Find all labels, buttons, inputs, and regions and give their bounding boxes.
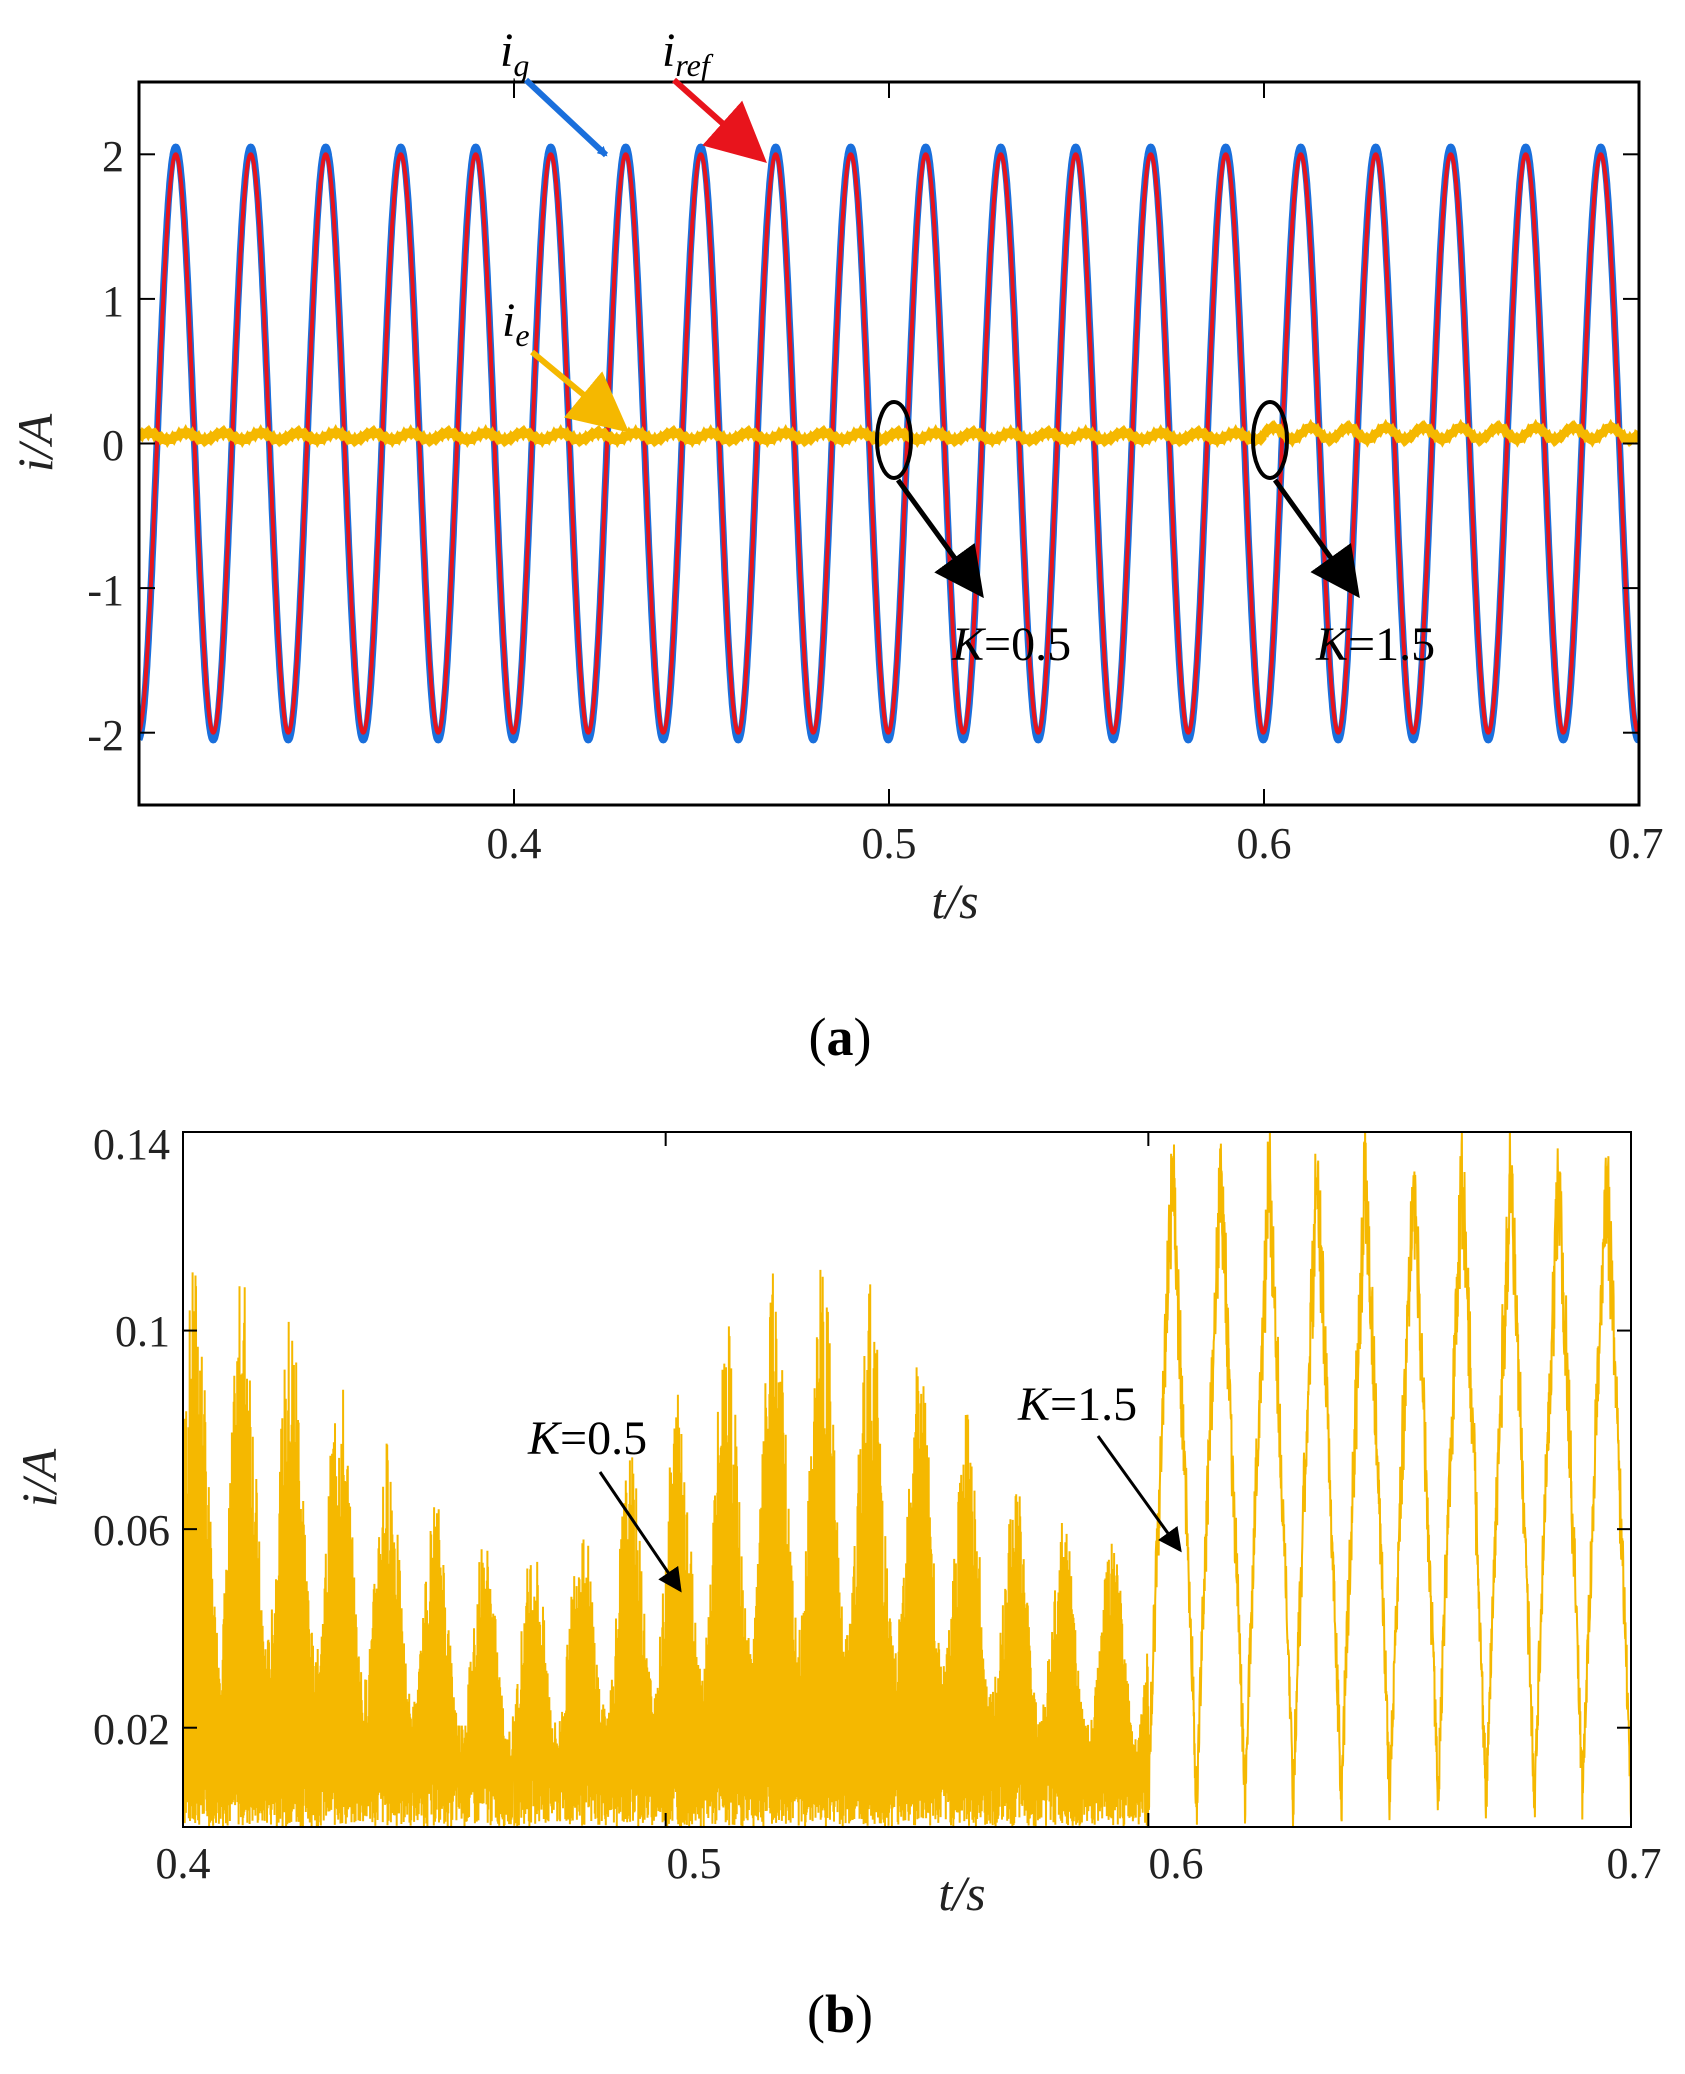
a-legend-ig-label: ig <box>500 24 529 83</box>
a-legend-ie-label: ie <box>502 294 530 353</box>
a-k05-arrow <box>895 478 984 599</box>
a-arrow-ie <box>530 349 630 433</box>
a-ytick-label: -1 <box>87 566 124 615</box>
panel-b: 0.14 0.1 0.06 0.02 0.4 0.5 0.6 0.7 t/s i… <box>11 1120 1662 2044</box>
panel-a-tick-marks <box>139 82 1640 805</box>
b-k15-arrow <box>1096 1435 1182 1553</box>
b-k05-label: K=0.5 <box>527 1412 647 1465</box>
panel-a: 2 1 0 -1 -2 0.4 0.5 0.6 0.7 t/s i/A ig i… <box>7 24 1664 1067</box>
b-k05-arrow <box>598 1471 682 1593</box>
a-x-axis-label: t/s <box>931 873 978 929</box>
a-legend-iref-label: iref <box>662 24 714 83</box>
a-arrow-iref <box>672 77 767 163</box>
b-ytick-label: 0.1 <box>115 1307 170 1356</box>
a-k15-arrow <box>1272 478 1360 599</box>
a-ytick-label: 1 <box>102 277 124 326</box>
b-xtick-label: 0.7 <box>1607 1839 1662 1888</box>
b-ytick-label: 0.02 <box>93 1705 170 1754</box>
a-ytick-label: -2 <box>87 711 124 760</box>
a-xtick-label: 0.5 <box>862 819 917 868</box>
panel-b-tick-marks <box>182 1131 1632 1827</box>
panel-a-label: (a) <box>809 1007 872 1067</box>
b-x-axis-label: t/s <box>938 1865 985 1921</box>
a-xtick-label: 0.4 <box>487 819 542 868</box>
b-ytick-label: 0.06 <box>93 1506 170 1555</box>
series-i-ref-line <box>139 152 1639 735</box>
a-k15-ellipse <box>1251 400 1289 480</box>
series-i-e-line <box>139 418 1639 449</box>
b-y-axis-label: i/A <box>11 1448 67 1507</box>
b-xtick-label: 0.4 <box>156 1839 211 1888</box>
a-xtick-label: 0.6 <box>1237 819 1292 868</box>
a-ytick-label: 0 <box>102 421 124 470</box>
series-i-e-zoom-line <box>183 1132 1631 1827</box>
a-xtick-label: 0.7 <box>1609 819 1664 868</box>
a-ytick-label: 2 <box>102 132 124 181</box>
b-k15-label: K=1.5 <box>1017 1378 1137 1431</box>
panel-a-axes-box <box>137 80 1641 807</box>
a-y-axis-label: i/A <box>7 413 63 472</box>
a-arrow-ig <box>523 77 609 158</box>
a-k05-ellipse <box>875 400 913 480</box>
panel-b-axes-box <box>182 1131 1632 1828</box>
panel-b-label: (b) <box>807 1984 873 2044</box>
a-k05-label: K=0.5 <box>951 618 1071 671</box>
b-xtick-label: 0.6 <box>1149 1839 1204 1888</box>
a-k15-label: K=1.5 <box>1315 618 1435 671</box>
b-ytick-label: 0.14 <box>93 1120 170 1169</box>
b-xtick-label: 0.5 <box>667 1839 722 1888</box>
